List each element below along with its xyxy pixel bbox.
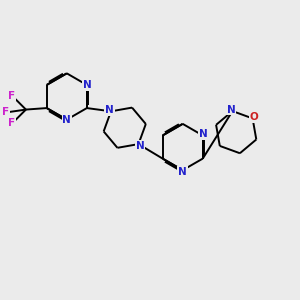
- Text: N: N: [199, 129, 208, 139]
- Text: F: F: [2, 107, 10, 117]
- Text: F: F: [8, 118, 16, 128]
- Text: N: N: [62, 115, 71, 125]
- Text: N: N: [178, 167, 187, 177]
- Text: N: N: [136, 141, 144, 151]
- Text: F: F: [8, 92, 16, 101]
- Text: N: N: [226, 105, 236, 115]
- Text: N: N: [83, 80, 92, 90]
- Text: O: O: [250, 112, 258, 122]
- Text: N: N: [105, 105, 114, 115]
